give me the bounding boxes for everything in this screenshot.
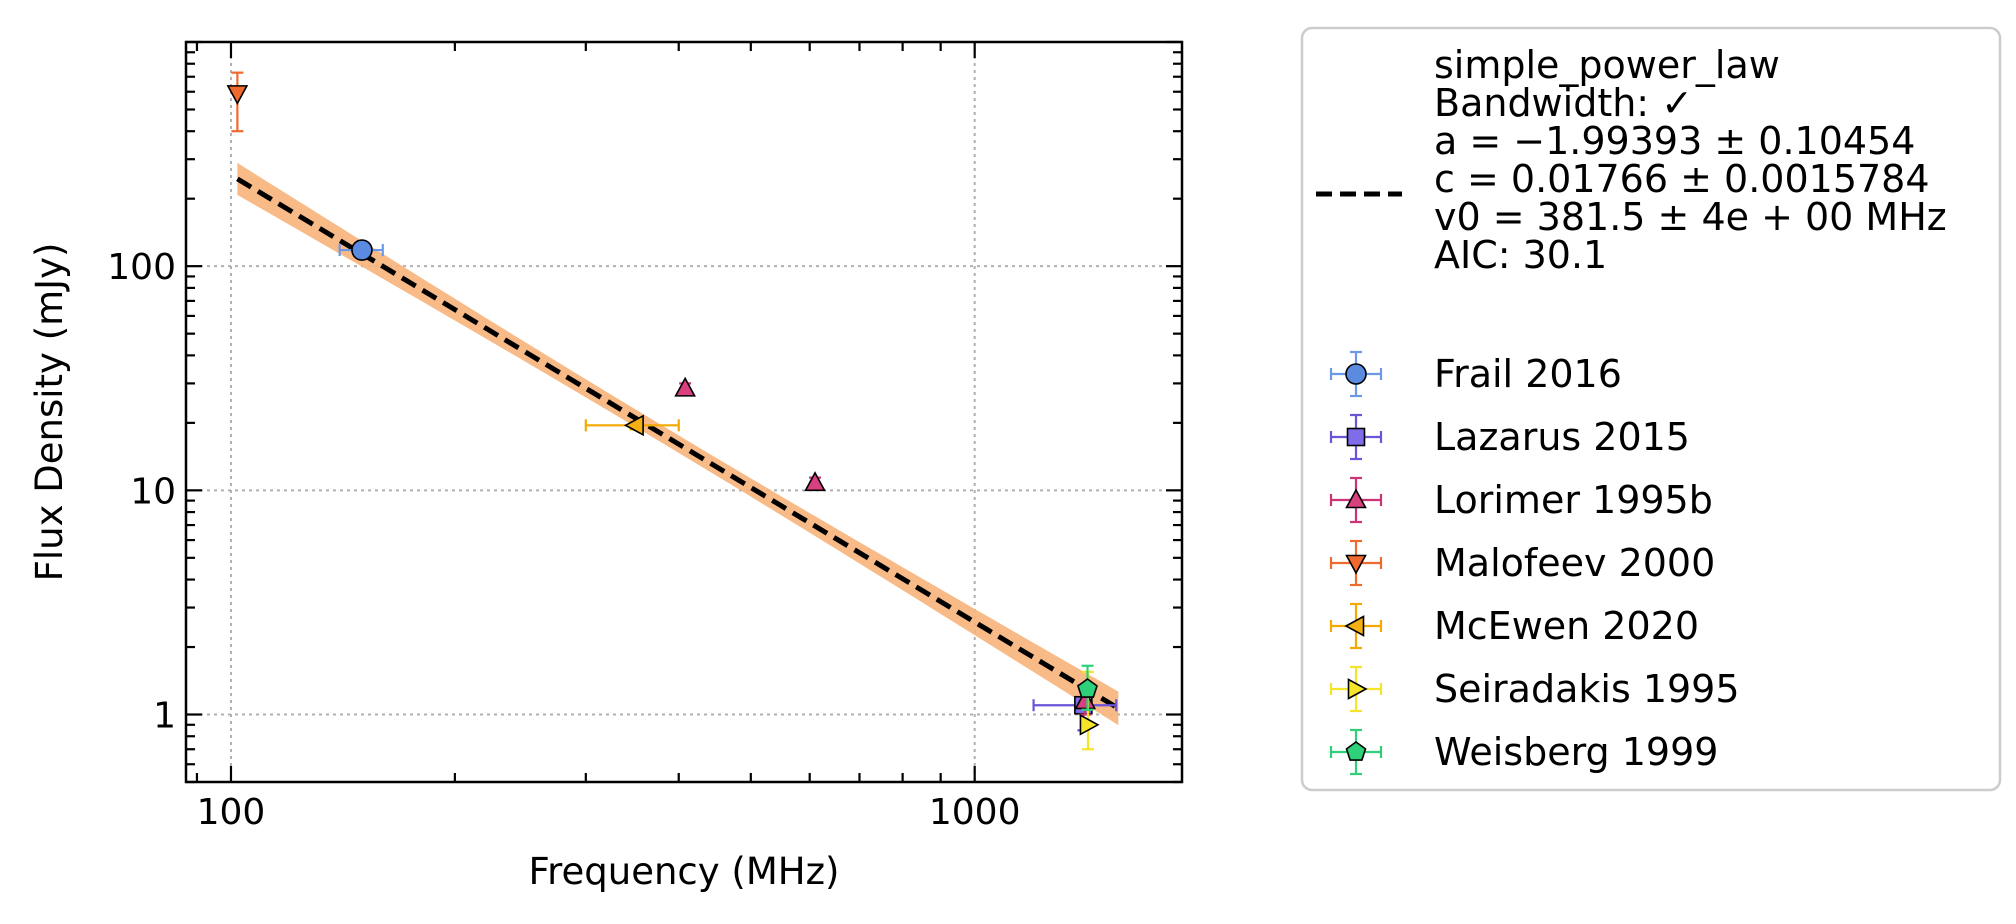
data-point <box>351 239 373 261</box>
legend-label: Malofeev 2000 <box>1434 541 1715 585</box>
legend-entry: McEwen 2020 <box>1329 602 1699 650</box>
data-point <box>226 85 249 106</box>
grid <box>186 42 1182 782</box>
x-axis-title: Frequency (MHz) <box>529 850 840 893</box>
legend-entry: Lorimer 1995b <box>1329 476 1713 524</box>
legend-label: Seiradakis 1995 <box>1434 667 1740 711</box>
tick-labels: 100 1000 1 10 100 <box>107 247 1020 833</box>
x-tick-label: 1000 <box>929 792 1021 833</box>
legend-label: Lazarus 2015 <box>1434 415 1690 459</box>
legend-marker <box>1345 363 1367 385</box>
series-frail-2016 <box>338 239 384 261</box>
legend-label: McEwen 2020 <box>1434 604 1699 648</box>
legend-entry: Seiradakis 1995 <box>1329 665 1740 713</box>
legend-fit-line-2: a = −1.99393 ± 0.10454 <box>1434 119 1915 163</box>
data-points <box>226 71 1118 751</box>
legend-entry: Weisberg 1999 <box>1329 728 1718 776</box>
series-malofeev-2000 <box>226 71 249 133</box>
y-tick-label: 100 <box>107 247 176 288</box>
series-mcewen-2020 <box>584 414 680 437</box>
legend-box <box>1300 26 2002 792</box>
legend-entry: Malofeev 2000 <box>1329 539 1715 587</box>
fit-line <box>236 176 1120 711</box>
legend-fit-line-5: AIC: 30.1 <box>1434 233 1607 277</box>
legend-fit-line-0: simple_power_law <box>1434 43 1780 87</box>
series-weisberg-1999 <box>1077 664 1098 711</box>
data-point <box>674 376 696 397</box>
plot-frame <box>184 40 1184 784</box>
x-tick-label: 100 <box>197 792 266 833</box>
data-point <box>623 414 644 437</box>
data-point <box>804 471 826 492</box>
legend-marker <box>1344 615 1365 637</box>
data-point <box>1079 713 1100 736</box>
legend-marker <box>1345 554 1367 575</box>
fit-line-group <box>236 176 1120 711</box>
legend-entry: Frail 2016 <box>1329 350 1622 398</box>
legend-marker <box>1347 678 1368 700</box>
legend-label: Lorimer 1995b <box>1434 478 1713 522</box>
y-tick-label: 10 <box>130 471 176 512</box>
legend-label: Frail 2016 <box>1434 352 1622 396</box>
data-point <box>1074 689 1097 710</box>
legend-marker <box>1346 427 1366 447</box>
legend-marker <box>1345 488 1367 509</box>
legend-entry: Lazarus 2015 <box>1329 413 1690 461</box>
legend-marker <box>1345 741 1367 761</box>
axis-ticks <box>186 40 1182 784</box>
legend-label: Weisberg 1999 <box>1434 730 1718 774</box>
legend-fit-line-4: v0 = 381.5 ± 4e + 00 MHz <box>1434 195 1947 239</box>
legend-fit-line-3: c = 0.01766 ± 0.0015784 <box>1434 157 1930 201</box>
legend-fit-line-1: Bandwidth: ✓ <box>1434 81 1693 125</box>
series-lorimer-1995b <box>674 376 1097 716</box>
y-tick-label: 1 <box>153 696 176 737</box>
y-axis-title: Flux Density (mJy) <box>28 243 71 582</box>
legend-entries: Frail 2016 Lazarus 2015 Lorimer 1995b Malof… <box>1329 350 1740 776</box>
data-point <box>1077 677 1098 698</box>
